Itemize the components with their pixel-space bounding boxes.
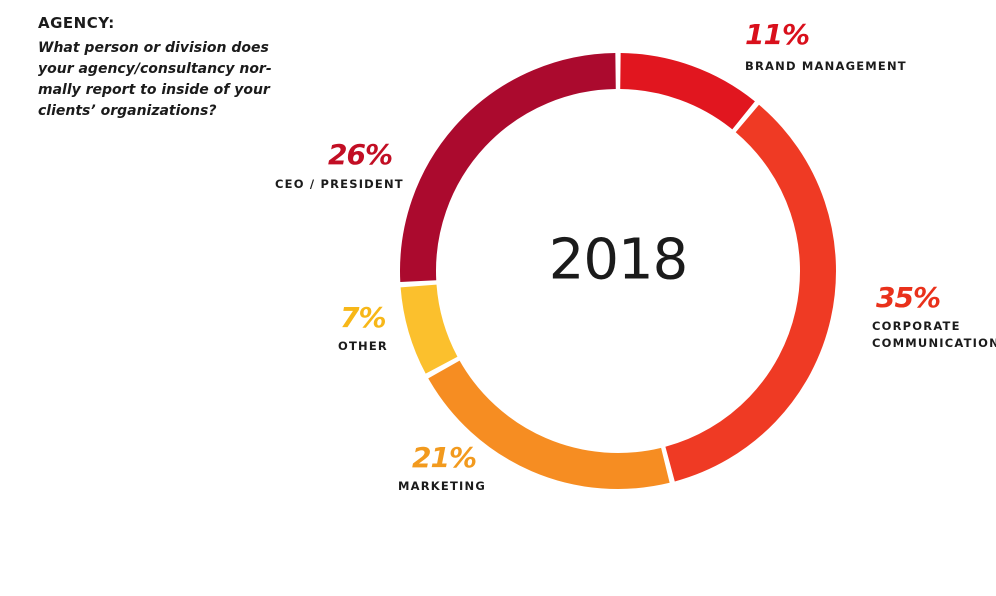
donut-slice-ceo-president xyxy=(400,53,616,283)
donut-slice-brand-management xyxy=(619,53,755,130)
center-year-label: 2018 xyxy=(548,227,689,293)
pct-label-other: 7% xyxy=(340,301,387,334)
question-line-2: your agency/consultancy nor- xyxy=(38,61,272,77)
question-line-1: What person or division does xyxy=(38,40,269,56)
donut-slice-other xyxy=(400,284,458,374)
agency-heading: AGENCY: xyxy=(38,14,115,32)
pct-label-ceo-president: 26% xyxy=(328,138,393,171)
category-label-marketing: MARKETING xyxy=(398,479,486,493)
pct-label-marketing: 21% xyxy=(412,441,477,474)
pct-label-brand-management: 11% xyxy=(745,18,810,51)
survey-question: What person or division does your agency… xyxy=(38,38,288,122)
donut-slice-marketing xyxy=(428,360,670,489)
category-label-ceo-president: CEO / PRESIDENT xyxy=(275,177,404,191)
donut-slice-corporate-communications xyxy=(665,104,836,482)
category-label-other: OTHER xyxy=(338,339,388,353)
question-line-4: clients’ organizations? xyxy=(38,103,217,119)
question-line-3: mally report to inside of your xyxy=(38,82,270,98)
category-label-brand-management: BRAND MANAGEMENT xyxy=(745,59,907,73)
pct-label-corporate-communications: 35% xyxy=(876,281,941,314)
category-label-corporate-communications: CORPORATE COMMUNICATIONS xyxy=(872,319,996,350)
